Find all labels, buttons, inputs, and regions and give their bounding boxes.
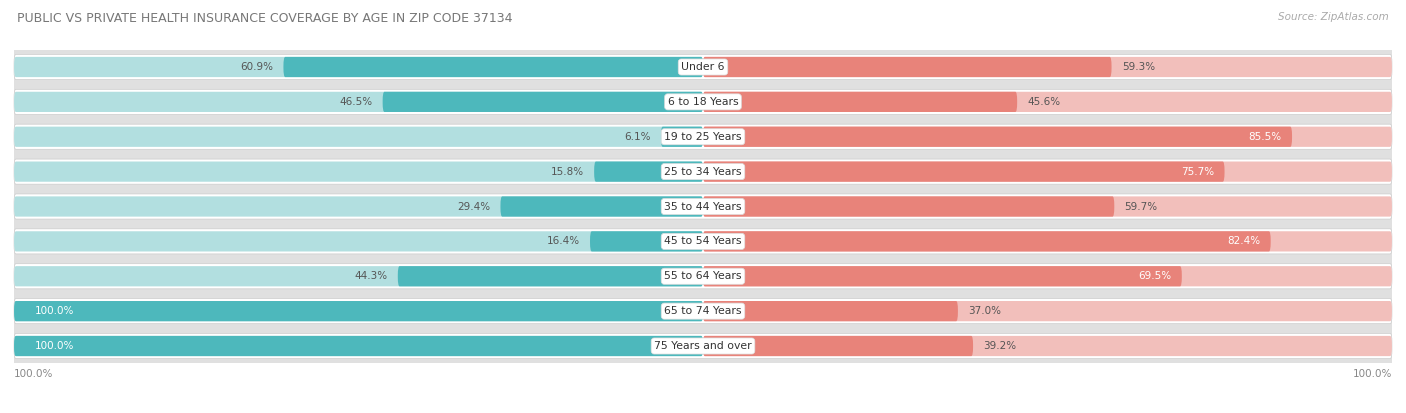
FancyBboxPatch shape [703,127,1292,147]
FancyBboxPatch shape [661,127,703,147]
FancyBboxPatch shape [14,55,1392,80]
Text: Source: ZipAtlas.com: Source: ZipAtlas.com [1278,12,1389,22]
Text: 16.4%: 16.4% [547,236,579,247]
Text: 6.1%: 6.1% [624,132,651,142]
Text: 85.5%: 85.5% [1249,132,1282,142]
FancyBboxPatch shape [14,197,703,216]
Text: PUBLIC VS PRIVATE HEALTH INSURANCE COVERAGE BY AGE IN ZIP CODE 37134: PUBLIC VS PRIVATE HEALTH INSURANCE COVER… [17,12,512,25]
FancyBboxPatch shape [703,161,1392,182]
FancyBboxPatch shape [14,266,703,286]
Text: 100.0%: 100.0% [35,306,75,316]
Text: 55 to 64 Years: 55 to 64 Years [664,271,742,281]
FancyBboxPatch shape [591,231,703,252]
FancyBboxPatch shape [703,301,1392,321]
FancyBboxPatch shape [703,231,1271,252]
Text: 15.8%: 15.8% [551,166,583,177]
FancyBboxPatch shape [703,336,973,356]
FancyBboxPatch shape [14,229,1392,254]
FancyBboxPatch shape [703,266,1392,286]
FancyBboxPatch shape [703,92,1017,112]
FancyBboxPatch shape [14,299,1392,324]
FancyBboxPatch shape [14,161,703,182]
Text: 46.5%: 46.5% [339,97,373,107]
FancyBboxPatch shape [14,301,703,321]
FancyBboxPatch shape [703,57,1392,77]
FancyBboxPatch shape [14,124,1392,150]
FancyBboxPatch shape [703,197,1392,216]
FancyBboxPatch shape [284,57,703,77]
FancyBboxPatch shape [14,194,1392,219]
Text: 82.4%: 82.4% [1227,236,1260,247]
FancyBboxPatch shape [703,336,1392,356]
Text: 100.0%: 100.0% [14,369,53,379]
FancyBboxPatch shape [398,266,703,286]
FancyBboxPatch shape [501,197,703,216]
FancyBboxPatch shape [14,127,703,147]
FancyBboxPatch shape [14,263,1392,289]
Text: 6 to 18 Years: 6 to 18 Years [668,97,738,107]
FancyBboxPatch shape [14,333,1392,358]
Text: 59.3%: 59.3% [1122,62,1154,72]
FancyBboxPatch shape [703,266,1182,286]
FancyBboxPatch shape [703,161,1225,182]
FancyBboxPatch shape [382,92,703,112]
Text: 100.0%: 100.0% [1353,369,1392,379]
FancyBboxPatch shape [703,127,1392,147]
Text: 29.4%: 29.4% [457,202,491,211]
Text: 25 to 34 Years: 25 to 34 Years [664,166,742,177]
FancyBboxPatch shape [703,57,1112,77]
Text: 39.2%: 39.2% [983,341,1017,351]
Text: 59.7%: 59.7% [1125,202,1157,211]
Text: 44.3%: 44.3% [354,271,388,281]
FancyBboxPatch shape [14,57,703,77]
Text: 69.5%: 69.5% [1139,271,1171,281]
Text: 100.0%: 100.0% [35,341,75,351]
FancyBboxPatch shape [14,336,703,356]
Text: 45 to 54 Years: 45 to 54 Years [664,236,742,247]
FancyBboxPatch shape [14,231,703,252]
FancyBboxPatch shape [14,89,1392,114]
Text: 19 to 25 Years: 19 to 25 Years [664,132,742,142]
Text: 60.9%: 60.9% [240,62,273,72]
Text: Under 6: Under 6 [682,62,724,72]
Text: 37.0%: 37.0% [969,306,1001,316]
Text: 75 Years and over: 75 Years and over [654,341,752,351]
FancyBboxPatch shape [14,301,703,321]
FancyBboxPatch shape [703,92,1392,112]
Text: 45.6%: 45.6% [1028,97,1060,107]
FancyBboxPatch shape [14,159,1392,184]
FancyBboxPatch shape [703,197,1115,216]
FancyBboxPatch shape [14,92,703,112]
FancyBboxPatch shape [703,231,1392,252]
FancyBboxPatch shape [14,336,703,356]
Text: 75.7%: 75.7% [1181,166,1215,177]
FancyBboxPatch shape [703,301,957,321]
Text: 65 to 74 Years: 65 to 74 Years [664,306,742,316]
FancyBboxPatch shape [595,161,703,182]
Text: 35 to 44 Years: 35 to 44 Years [664,202,742,211]
